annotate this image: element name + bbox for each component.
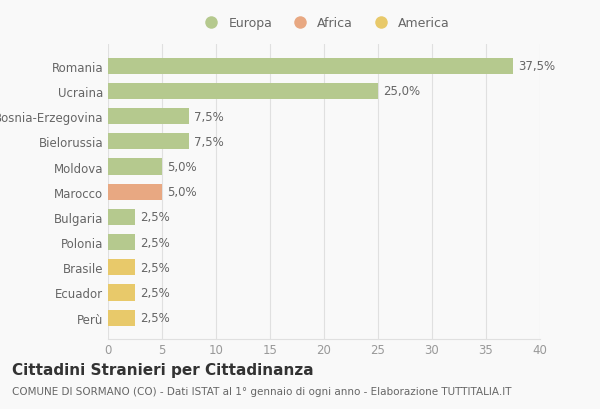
Bar bbox=[108, 109, 189, 125]
Text: 2,5%: 2,5% bbox=[140, 211, 170, 224]
Bar bbox=[108, 83, 378, 100]
Bar bbox=[108, 159, 162, 175]
Text: 5,0%: 5,0% bbox=[167, 161, 197, 173]
Text: 25,0%: 25,0% bbox=[383, 85, 421, 98]
Bar bbox=[108, 234, 135, 251]
Bar bbox=[108, 209, 135, 225]
Legend: Europa, Africa, America: Europa, Africa, America bbox=[196, 15, 452, 33]
Bar bbox=[108, 134, 189, 150]
Bar bbox=[108, 259, 135, 276]
Text: 2,5%: 2,5% bbox=[140, 261, 170, 274]
Text: 37,5%: 37,5% bbox=[518, 60, 556, 73]
Text: 5,0%: 5,0% bbox=[167, 186, 197, 199]
Bar bbox=[108, 310, 135, 326]
Text: Cittadini Stranieri per Cittadinanza: Cittadini Stranieri per Cittadinanza bbox=[12, 362, 314, 377]
Text: 2,5%: 2,5% bbox=[140, 286, 170, 299]
Text: 7,5%: 7,5% bbox=[194, 110, 224, 123]
Text: 2,5%: 2,5% bbox=[140, 236, 170, 249]
Text: 7,5%: 7,5% bbox=[194, 135, 224, 148]
Bar bbox=[108, 184, 162, 200]
Bar bbox=[108, 58, 513, 75]
Text: 2,5%: 2,5% bbox=[140, 311, 170, 324]
Bar bbox=[108, 285, 135, 301]
Text: COMUNE DI SORMANO (CO) - Dati ISTAT al 1° gennaio di ogni anno - Elaborazione TU: COMUNE DI SORMANO (CO) - Dati ISTAT al 1… bbox=[12, 387, 511, 396]
